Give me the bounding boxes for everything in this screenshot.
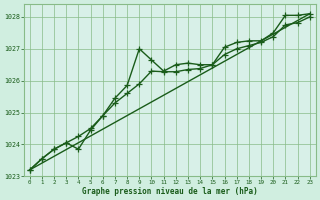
- X-axis label: Graphe pression niveau de la mer (hPa): Graphe pression niveau de la mer (hPa): [82, 187, 258, 196]
